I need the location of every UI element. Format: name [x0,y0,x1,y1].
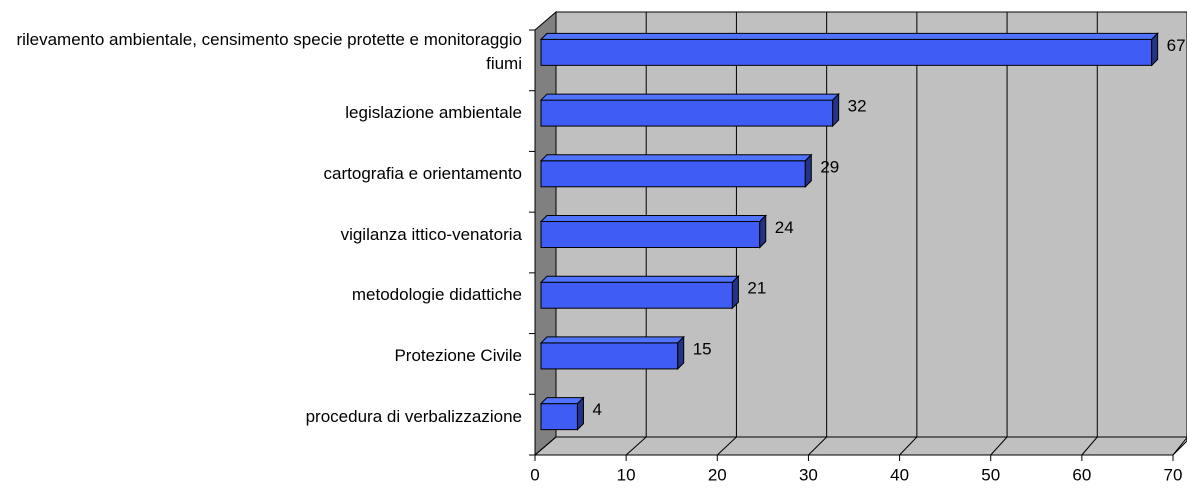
bar [540,403,578,431]
bar [540,281,733,309]
bar-side [804,153,812,188]
bar-side [677,335,685,371]
x-tick-label: 70 [1164,465,1183,484]
grid-line [1172,436,1187,456]
category-label: rilevamento ambientale, censimento speci… [16,30,522,74]
category-label: metodologie didattiche [351,285,522,305]
bar-top [539,154,813,162]
grid-line [808,436,827,456]
bar [540,160,806,188]
grid-line [899,436,918,456]
x-tick-label: 30 [799,465,818,484]
bar-side [1151,32,1159,67]
value-label: 29 [820,157,839,176]
value-label: 24 [775,218,794,237]
x-tick-label: 40 [890,465,909,484]
value-label: 67 [1167,36,1186,55]
bar-top [539,336,685,344]
category-label: procedura di verbalizzazione [305,406,522,426]
grid-line [716,436,737,456]
bars: 67 32 29 24 21 15 4 [539,32,1186,431]
bar [540,99,834,127]
bar-side [576,396,584,431]
x-tick-label: 10 [617,465,636,484]
bar-top [539,275,740,283]
bar [540,38,1153,66]
category-label: legislazione ambientale [345,103,522,123]
bar-side [759,214,767,249]
grid-line [990,436,1008,456]
category-label: vigilanza ittico-venatoria [340,224,522,244]
x-tick-label: 60 [1072,465,1091,484]
x-tick-label: 50 [981,465,1000,484]
bar-top [539,93,840,101]
x-tick-label: 20 [708,465,727,484]
bar-top [539,397,585,405]
bar-side [731,275,739,310]
bar [540,221,761,248]
value-label: 32 [848,97,867,116]
bar-top [539,215,767,222]
value-label: 4 [592,400,601,419]
category-label: cartografia e orientamento [323,163,522,183]
bar-top [539,32,1159,40]
bar [540,342,679,370]
value-label: 15 [693,339,712,358]
bar-side [832,92,840,128]
grid-line [534,436,557,456]
category-label: Protezione Civile [394,345,522,365]
value-label: 21 [747,279,766,298]
grid-line [625,436,647,456]
x-tick-label: 0 [530,465,539,484]
grid-line [1081,436,1098,456]
